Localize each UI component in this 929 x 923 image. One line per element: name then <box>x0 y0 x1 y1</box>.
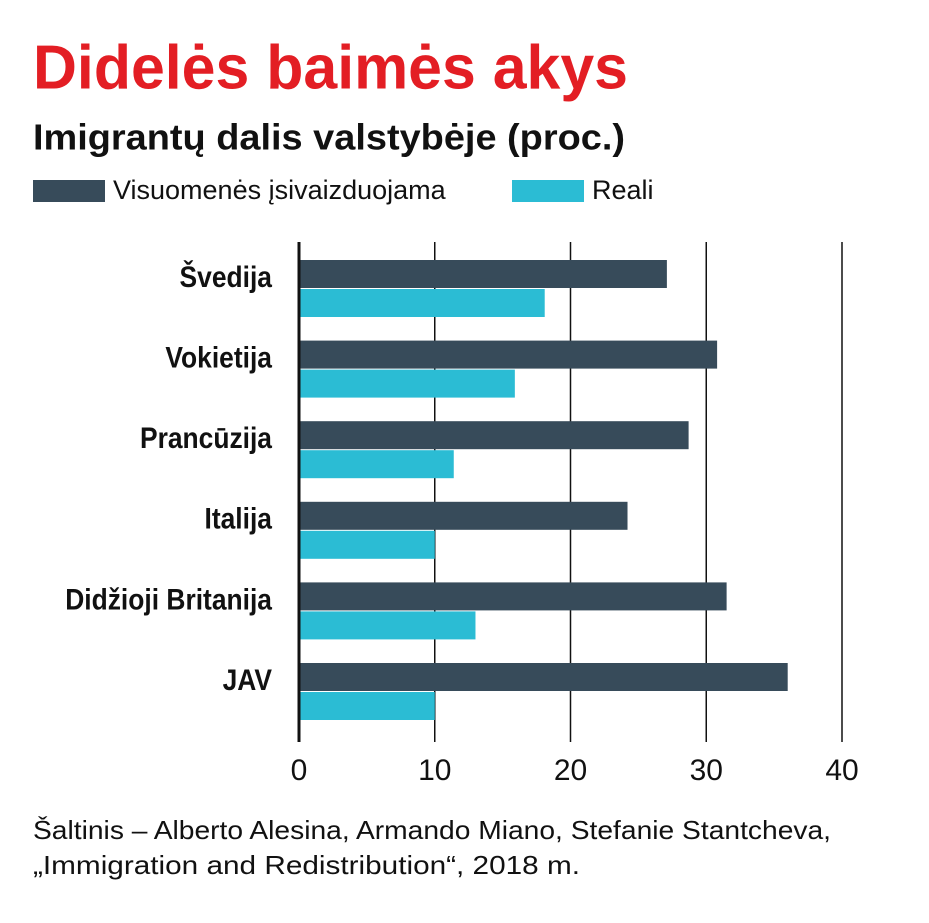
bar <box>299 450 454 479</box>
x-tick-label: 30 <box>690 754 723 787</box>
legend-swatch <box>512 180 584 202</box>
chart-subtitle: Imigrantų dalis valstybėje (proc.) <box>33 117 625 158</box>
bar <box>299 611 476 640</box>
bar <box>299 369 515 398</box>
x-tick-label: 10 <box>418 754 451 787</box>
chart-title: Didelės baimės akys <box>33 33 628 102</box>
legend: Visuomenės įsivaizduojama Reali <box>33 175 654 205</box>
y-tick-label: Italija <box>205 501 273 535</box>
bar <box>299 501 628 530</box>
bar <box>299 582 727 611</box>
y-tick-label: Švedija <box>180 259 273 293</box>
bar <box>299 663 788 691</box>
source: „Immigration and Redistribution“, 2018 m… <box>33 850 580 880</box>
x-tick-label: 0 <box>291 754 308 787</box>
bar <box>299 421 689 450</box>
source: Šaltinis – Alberto Alesina, Armando Mian… <box>33 815 831 845</box>
bar <box>299 289 545 317</box>
x-tick-label: 40 <box>825 754 858 787</box>
bar <box>299 530 435 559</box>
x-tick-label: 20 <box>554 754 587 787</box>
bar <box>299 340 718 369</box>
y-tick-label: Vokietija <box>165 340 272 374</box>
legend-label: Reali <box>592 175 654 205</box>
bar <box>299 692 435 720</box>
y-tick-label: Didžioji Britanija <box>65 582 272 616</box>
y-tick-label: JAV <box>223 662 273 696</box>
y-tick-label: Prancūzija <box>140 421 272 455</box>
legend-label: Visuomenės įsivaizduojama <box>113 175 447 205</box>
bar <box>299 260 667 288</box>
legend-swatch <box>33 180 105 202</box>
